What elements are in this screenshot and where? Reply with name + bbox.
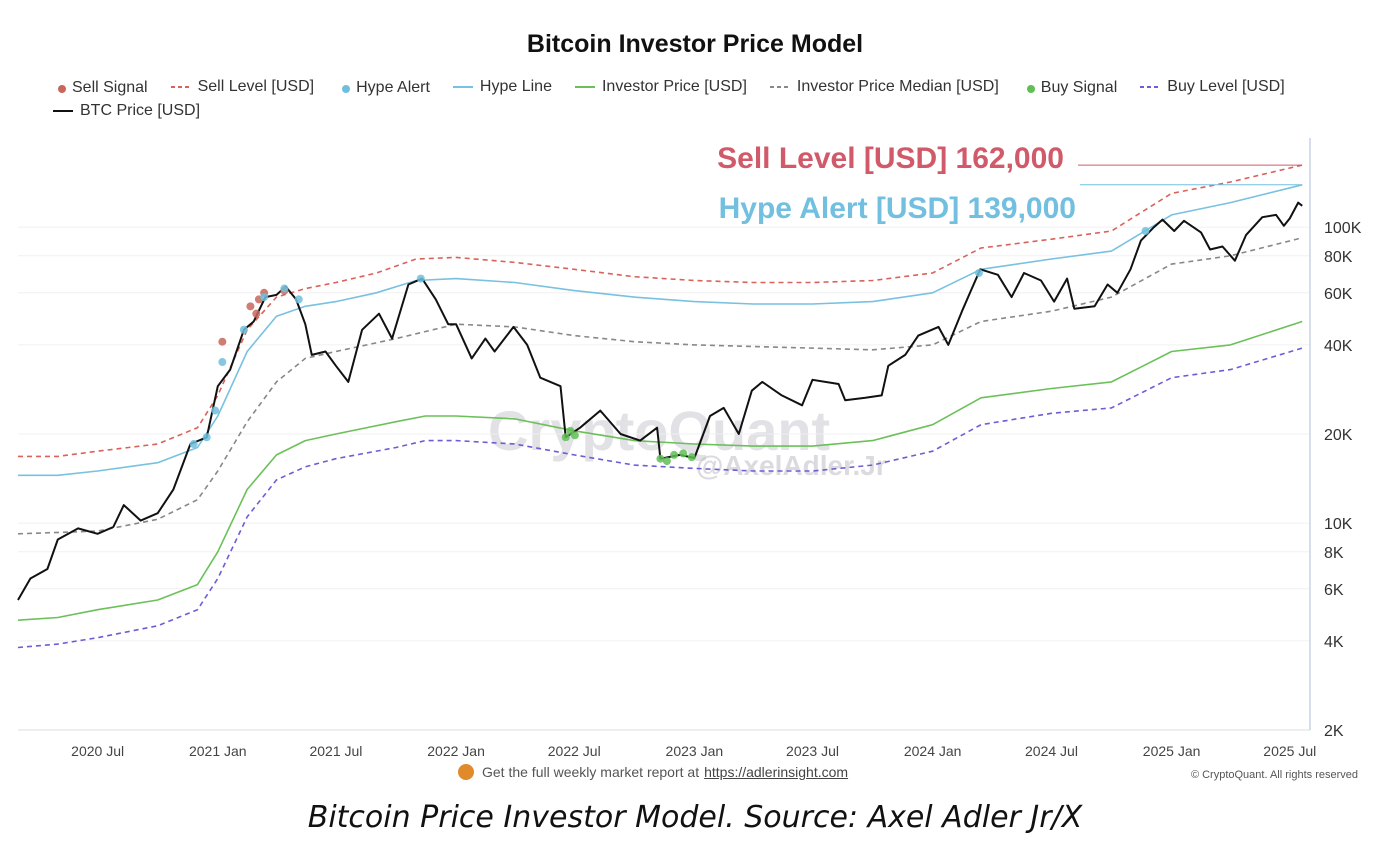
y-tick-label: 60K [1324, 286, 1353, 303]
legend-symbol [452, 86, 473, 88]
legend-symbol [1140, 86, 1161, 88]
chart-title: Bitcoin Investor Price Model [526, 30, 864, 58]
y-tick-label: 2K [1324, 723, 1344, 740]
legend-label: Hype Alert [356, 79, 430, 96]
sell-signal-marker [246, 302, 255, 311]
copyright-text: © CryptoQuant. All rights reserved [1190, 769, 1358, 781]
legend-symbol [53, 110, 73, 112]
image-caption: Bitcoin Price Investor Model. Source: Ax… [307, 800, 1083, 835]
y-tick-label: 80K [1324, 249, 1353, 266]
buy-signal-marker [670, 450, 679, 459]
btc-price-line [17, 201, 1303, 601]
hype-alert-marker [294, 295, 303, 304]
sell-level-annotation: Sell Level [USD] 162,000 [717, 142, 1064, 175]
buy-signal-marker [561, 433, 570, 442]
buy-level-line [17, 347, 1303, 649]
hype-alert-annotation: Hype Alert [USD] 139,000 [719, 192, 1076, 225]
legend-item[interactable]: Buy Signal [1021, 77, 1118, 99]
hype-alert-marker [189, 440, 198, 449]
legend-label: Hype Line [479, 78, 552, 95]
y-tick-label: 10K [1324, 516, 1353, 533]
legend-item[interactable]: Sell Level [USD] [170, 76, 315, 98]
buy-signal-marker [662, 457, 671, 466]
x-tick-label: 2023 Jan [666, 743, 724, 759]
x-tick-label: 2021 Jan [189, 743, 247, 759]
legend-symbol [342, 85, 351, 93]
author-watermark: @AxelAdler.Jr [696, 450, 887, 481]
legend-label: Investor Price Median [USD] [796, 78, 999, 95]
hype-alert-marker [239, 325, 248, 334]
report-link[interactable]: https://adlerinsight.com [704, 764, 849, 780]
legend-symbol [58, 85, 66, 93]
legend-item[interactable]: Sell Signal [52, 77, 148, 99]
legend-label: Buy Level [USD] [1167, 78, 1285, 95]
y-tick-label: 100K [1324, 220, 1362, 237]
report-note: Get the full weekly market report at htt… [458, 764, 848, 780]
legend-symbol [170, 86, 191, 88]
x-tick-label: 2022 Jul [548, 743, 601, 759]
hype-alert-marker [218, 358, 227, 367]
buy-signal-marker [656, 454, 665, 463]
x-tick-label: 2025 Jan [1143, 743, 1201, 759]
sell-signal-marker [252, 309, 261, 318]
hype-alert-marker [1141, 227, 1150, 236]
hype-alert-marker [416, 274, 425, 283]
buy-signal-marker [570, 431, 579, 440]
y-tick-label: 20K [1324, 427, 1353, 444]
legend-item[interactable]: Hype Alert [336, 77, 430, 99]
x-tick-label: 2022 Jan [427, 743, 485, 759]
y-tick-label: 6K [1324, 582, 1344, 599]
buy-signal-marker [687, 453, 696, 462]
legend-item[interactable]: Buy Level [USD] [1139, 76, 1285, 98]
legend-label: Buy Signal [1040, 79, 1118, 96]
hype-alert-marker [202, 433, 211, 442]
hype-alert-marker [211, 406, 220, 415]
chart-svg: 2K 4K 6K 8K 10K 20K 40K 60K 80K 100K 2020 Jul 2021 … [17, 138, 1362, 759]
legend-item[interactable]: BTC Price [USD] [52, 100, 200, 122]
hype-alert-marker [975, 268, 984, 277]
x-tick-label: 2024 Jan [904, 743, 962, 759]
legend-label: Sell Level [USD] [197, 78, 315, 95]
legend-symbol [769, 86, 790, 88]
legend-item[interactable]: Hype Line [452, 76, 552, 98]
coin-icon [458, 764, 474, 780]
sell-signal-marker [218, 337, 227, 346]
legend-label: BTC Price [USD] [80, 102, 201, 119]
legend-label: Investor Price [USD] [601, 78, 747, 95]
chart-legend: Sell Signal Sell Level [USD] Hype Alert Hyp… [52, 76, 1352, 124]
report-note-text: Get the full weekly market report at [482, 764, 700, 780]
y-tick-label: 8K [1324, 545, 1344, 562]
sell-level-line [18, 164, 1303, 458]
x-tick-label: 2020 Jul [71, 743, 124, 759]
investor-price-median-line [17, 237, 1303, 535]
y-tick-label: 40K [1324, 338, 1353, 355]
investor-price-line [17, 320, 1303, 621]
x-tick-label: 2024 Jul [1025, 743, 1078, 759]
hype-alert-marker [280, 284, 289, 293]
buy-signal-marker [679, 449, 688, 458]
y-tick-label: 4K [1324, 634, 1344, 651]
legend-item[interactable]: Investor Price Median [USD] [769, 76, 999, 98]
x-tick-label: 2025 Jul [1263, 743, 1316, 759]
hype-alert-marker [260, 293, 269, 302]
x-tick-label: 2023 Jul [786, 743, 839, 759]
legend-symbol [574, 86, 595, 88]
legend-label: Sell Signal [72, 79, 148, 96]
hype-line-line [18, 184, 1303, 477]
legend-symbol [1026, 85, 1035, 93]
x-tick-label: 2021 Jul [309, 743, 362, 759]
legend-item[interactable]: Investor Price [USD] [574, 76, 747, 98]
